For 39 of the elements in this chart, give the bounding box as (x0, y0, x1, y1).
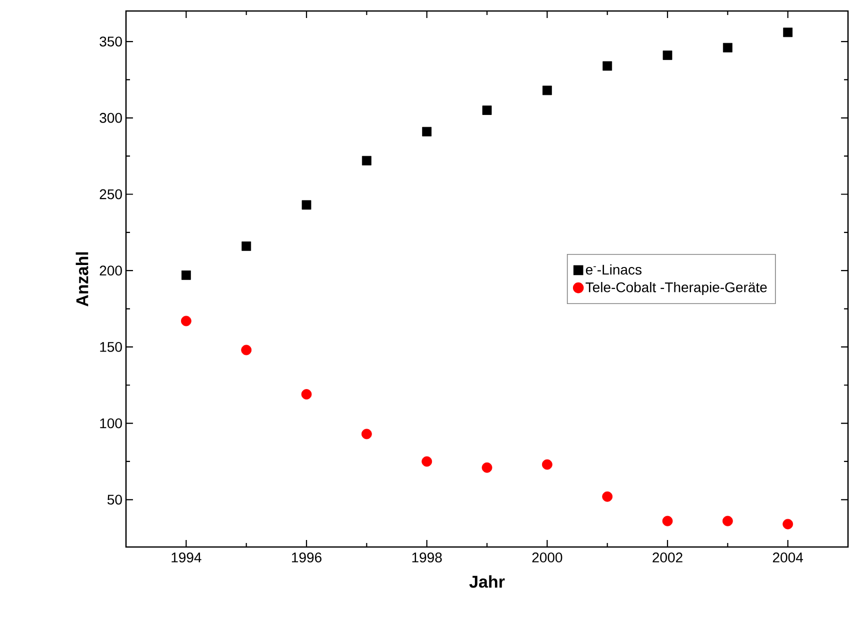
point (602, 61, 612, 71)
point (361, 428, 372, 440)
point (602, 491, 613, 502)
x-tick-label: 1996 (292, 552, 322, 562)
y-tick-label: 50 (107, 494, 122, 505)
point (302, 200, 312, 210)
point (181, 270, 191, 280)
point (482, 462, 492, 473)
point (241, 344, 252, 356)
x-tick-label: 2004 (772, 552, 803, 562)
x-axis-title: Jahr (469, 575, 505, 588)
x-tick-label: 1994 (172, 552, 202, 562)
point (362, 156, 372, 166)
point (662, 50, 672, 60)
y-tick-label: 200 (100, 266, 122, 276)
point (542, 459, 552, 470)
point (782, 518, 794, 530)
y-tick-label: 350 (100, 36, 122, 46)
point (422, 456, 432, 467)
point (180, 316, 192, 326)
point (242, 241, 252, 251)
x-tick-label: 2002 (652, 552, 682, 562)
legend-label: Tele-Cobalt -Therapie-Geräte (586, 282, 767, 296)
point (722, 516, 733, 526)
point (783, 28, 793, 38)
point (482, 106, 492, 115)
point (542, 86, 552, 96)
point (662, 516, 673, 526)
point (301, 389, 312, 400)
point (422, 126, 432, 136)
y-tick-label: 300 (100, 112, 122, 123)
point (722, 42, 732, 52)
y-tick-label: 100 (100, 418, 122, 428)
y-axis-title: Anzahl (76, 252, 88, 306)
y-tick-label: 150 (100, 342, 122, 352)
x-tick-label: 1998 (412, 552, 442, 562)
y-tick-label: 250 (100, 189, 122, 200)
legend-label: e$^{-}$-Linacs (586, 264, 642, 275)
x-tick-label: 2000 (532, 552, 562, 562)
